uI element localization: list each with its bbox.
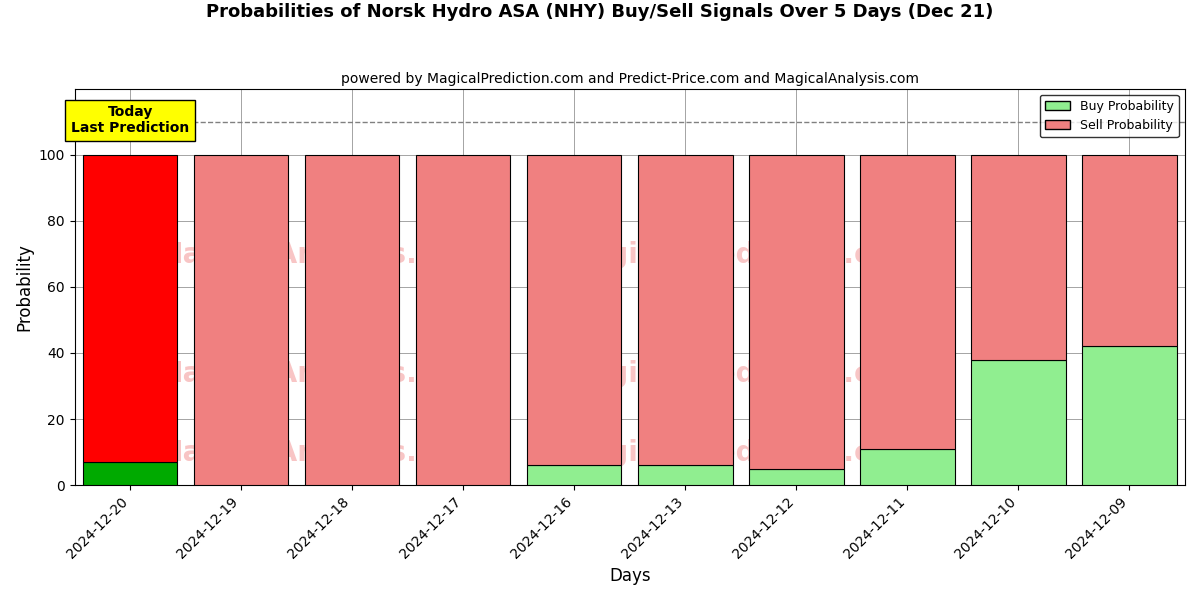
Text: MagicalPrediction.com: MagicalPrediction.com [563,241,919,269]
Bar [194,155,288,485]
Bar [749,469,844,485]
Bar [749,155,844,469]
Bar [527,155,622,466]
Text: MagicalAnalysis.com: MagicalAnalysis.com [156,360,482,388]
Text: Today
Last Prediction: Today Last Prediction [71,105,190,135]
Bar [83,462,178,485]
Text: MagicalAnalysis.com: MagicalAnalysis.com [156,241,482,269]
Bar [971,155,1066,359]
Bar [860,449,955,485]
X-axis label: Days: Days [610,567,650,585]
Legend: Buy Probability, Sell Probability: Buy Probability, Sell Probability [1040,95,1178,137]
Text: MagicalPrediction.com: MagicalPrediction.com [563,439,919,467]
Bar [83,155,178,462]
Bar [638,466,732,485]
Bar [638,155,732,466]
Bar [971,359,1066,485]
Bar [527,466,622,485]
Bar [1082,346,1177,485]
Bar [305,155,400,485]
Bar [860,155,955,449]
Y-axis label: Probability: Probability [16,243,34,331]
Bar [1082,155,1177,346]
Bar [416,155,510,485]
Title: powered by MagicalPrediction.com and Predict-Price.com and MagicalAnalysis.com: powered by MagicalPrediction.com and Pre… [341,72,919,86]
Text: MagicalPrediction.com: MagicalPrediction.com [563,360,919,388]
Text: MagicalAnalysis.com: MagicalAnalysis.com [156,439,482,467]
Text: Probabilities of Norsk Hydro ASA (NHY) Buy/Sell Signals Over 5 Days (Dec 21): Probabilities of Norsk Hydro ASA (NHY) B… [206,3,994,21]
